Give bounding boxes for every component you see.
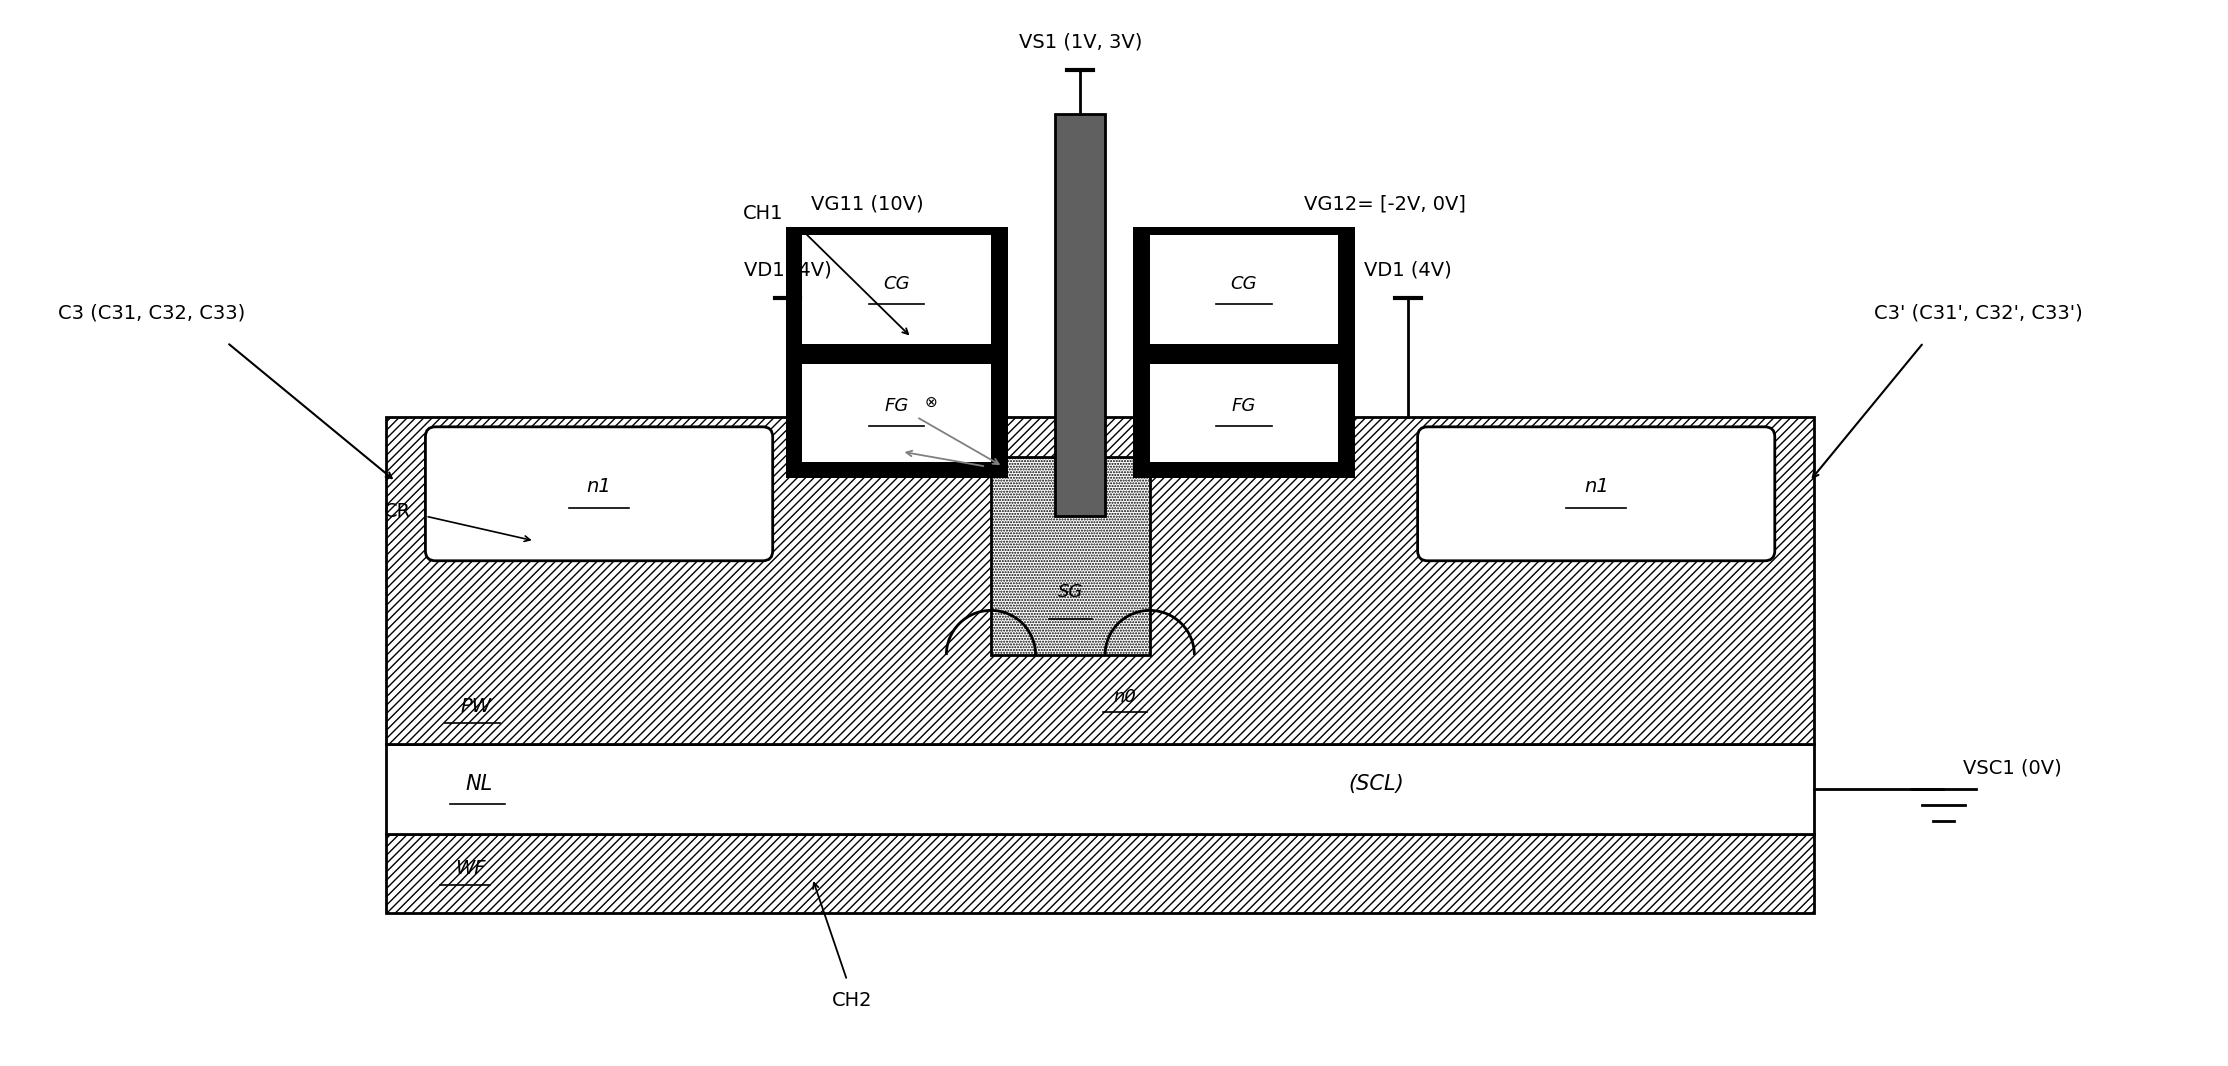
Bar [385, 834, 1814, 912]
Text: SG: SG [1058, 582, 1083, 600]
Text: PW: PW [461, 697, 490, 716]
Text: VS1 (1V, 3V): VS1 (1V, 3V) [1018, 33, 1143, 52]
Text: VG11 (10V): VG11 (10V) [811, 194, 922, 213]
Text: n1: n1 [1584, 478, 1609, 497]
Text: VSC1 (0V): VSC1 (0V) [1963, 758, 2063, 777]
Text: ⊗: ⊗ [925, 394, 938, 409]
Bar [1132, 342, 1355, 365]
Text: 10: 10 [1058, 503, 1081, 521]
Text: CH2: CH2 [831, 990, 873, 1010]
Text: FG: FG [1232, 397, 1257, 415]
Bar [786, 345, 1007, 479]
Bar [786, 227, 1007, 353]
Text: (SCL): (SCL) [1348, 774, 1404, 794]
Text: CG: CG [1230, 275, 1257, 293]
Bar [802, 236, 991, 344]
Bar [802, 362, 991, 462]
Bar [385, 744, 1814, 834]
Text: C3' (C31', C32', C33'): C3' (C31', C32', C33') [1874, 303, 2083, 322]
Text: VD1 (4V): VD1 (4V) [744, 261, 831, 280]
Text: VD1 (4V): VD1 (4V) [1364, 261, 1453, 280]
FancyBboxPatch shape [426, 426, 773, 561]
FancyBboxPatch shape [1417, 426, 1776, 561]
Text: n0: n0 [1114, 688, 1136, 706]
Bar [786, 342, 1007, 365]
Text: C3 (C31, C32, C33): C3 (C31, C32, C33) [58, 303, 245, 322]
Bar [1150, 236, 1339, 344]
Text: CH1: CH1 [742, 204, 782, 223]
Bar [991, 456, 1150, 655]
Text: n1: n1 [586, 478, 610, 497]
Bar [385, 417, 1814, 744]
Bar [1132, 227, 1355, 353]
Text: NL: NL [466, 774, 492, 794]
Text: CG: CG [882, 275, 909, 293]
Text: FG: FG [885, 397, 909, 415]
Bar [1132, 345, 1355, 479]
Bar [1150, 362, 1339, 462]
Text: VG12= [-2V, 0V]: VG12= [-2V, 0V] [1303, 194, 1466, 213]
Text: WF: WF [455, 859, 486, 878]
Text: CR: CR [383, 502, 410, 520]
Bar [1056, 114, 1105, 516]
